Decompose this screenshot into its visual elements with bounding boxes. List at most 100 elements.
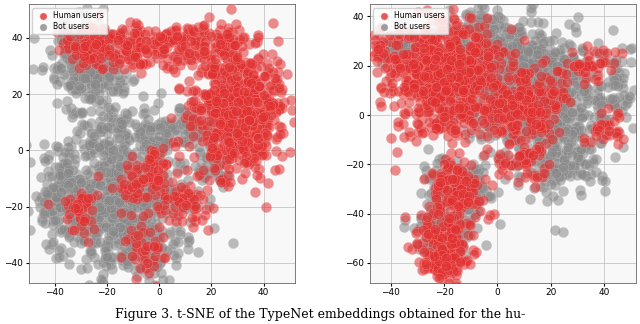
Bot users (434, 192, 444, 198)
Human users (440, 81, 450, 87)
Bot users (157, 203, 168, 208)
Human users (205, 52, 216, 57)
Bot users (79, 41, 90, 47)
Bot users (90, 255, 100, 260)
Bot users (77, 110, 87, 115)
Bot users (474, 112, 484, 118)
Human users (419, 51, 429, 56)
Human users (458, 89, 468, 94)
Human users (461, 189, 471, 194)
Human users (150, 254, 160, 259)
Bot users (567, 153, 577, 158)
Bot users (467, 61, 477, 66)
Bot users (132, 232, 143, 237)
Human users (230, 129, 240, 134)
Bot users (99, 150, 109, 155)
Human users (134, 193, 144, 198)
Human users (232, 54, 243, 60)
Bot users (541, 100, 552, 105)
Bot users (86, 212, 97, 217)
Bot users (148, 135, 158, 140)
Human users (122, 186, 132, 191)
Bot users (112, 63, 122, 68)
Bot users (129, 230, 140, 235)
Human users (231, 109, 241, 114)
Bot users (76, 235, 86, 240)
Bot users (448, 45, 458, 50)
Bot users (435, 201, 445, 206)
Human users (157, 63, 168, 68)
Human users (441, 63, 451, 68)
Bot users (546, 164, 556, 169)
Bot users (419, 237, 429, 242)
Human users (120, 192, 130, 198)
Bot users (60, 160, 70, 166)
Human users (196, 218, 207, 223)
Bot users (170, 256, 180, 261)
Human users (120, 239, 131, 244)
Human users (456, 258, 466, 263)
Bot users (538, 85, 548, 90)
Bot users (143, 186, 154, 191)
Human users (410, 66, 420, 71)
Bot users (540, 96, 550, 101)
Bot users (169, 190, 179, 195)
Bot users (74, 35, 84, 40)
Human users (418, 82, 428, 87)
Bot users (521, 55, 531, 61)
Human users (532, 119, 543, 124)
Bot users (160, 191, 170, 197)
Bot users (95, 144, 106, 149)
Bot users (207, 152, 218, 157)
Bot users (429, 185, 439, 190)
Bot users (564, 91, 574, 97)
Bot users (486, 57, 497, 62)
Human users (285, 149, 295, 154)
Human users (221, 111, 232, 116)
Human users (241, 72, 252, 77)
Bot users (509, 89, 519, 94)
Human users (128, 64, 138, 70)
Bot users (530, 60, 540, 65)
Bot users (372, 27, 383, 32)
Human users (506, 163, 516, 168)
Bot users (84, 153, 95, 158)
Bot users (458, 73, 468, 78)
Bot users (513, 51, 524, 56)
Bot users (391, 42, 401, 48)
Bot users (461, 49, 471, 54)
Bot users (534, 145, 545, 150)
Human users (132, 30, 142, 36)
Human users (519, 145, 529, 150)
Bot users (187, 114, 197, 119)
Bot users (588, 157, 598, 162)
Bot users (209, 170, 220, 175)
Bot users (401, 38, 411, 43)
Bot users (91, 202, 101, 207)
Human users (76, 223, 86, 228)
Bot users (122, 233, 132, 238)
Bot users (86, 191, 97, 197)
Bot users (187, 142, 197, 147)
Human users (170, 53, 180, 58)
Bot users (62, 55, 72, 60)
Bot users (560, 115, 570, 120)
Human users (150, 192, 160, 197)
Bot users (435, 192, 445, 197)
Human users (469, 83, 479, 88)
Bot users (96, 182, 106, 187)
Bot users (530, 56, 540, 61)
Human users (591, 125, 602, 130)
Bot users (79, 80, 90, 85)
Human users (454, 178, 465, 183)
Bot users (436, 200, 447, 205)
Human users (445, 54, 456, 59)
Bot users (82, 153, 92, 158)
Bot users (175, 122, 186, 127)
Bot users (549, 79, 559, 84)
Bot users (515, 62, 525, 67)
Human users (404, 63, 414, 68)
Human users (451, 85, 461, 90)
Human users (236, 117, 246, 122)
Bot users (175, 232, 185, 237)
